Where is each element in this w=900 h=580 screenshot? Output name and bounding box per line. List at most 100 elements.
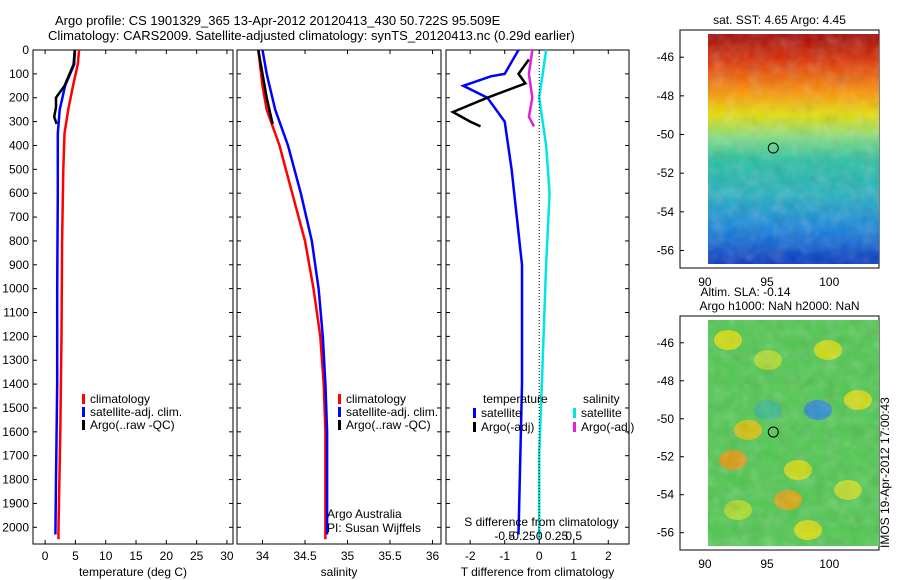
salinity-panel: 34 34.5 35 35.5 36 salinity climatologysatelli…: [236, 49, 442, 579]
difference-xtick-label: 2: [605, 549, 612, 563]
sla_map-xtick-label: 90: [698, 557, 712, 571]
salinity-xtick-label: 35.5: [378, 549, 402, 563]
salinity-xtick-label: 35: [341, 549, 355, 563]
figure-subtitle: Climatology: CARS2009. Satellite-adjuste…: [48, 28, 575, 43]
sla_map-ytick-label: -56: [657, 526, 675, 540]
sla_map-ytick-label: -50: [657, 412, 675, 426]
temperature-ytick-label: 2000: [2, 520, 29, 534]
sst_map-title: sat. SST: 4.65 Argo: 4.45: [713, 13, 846, 27]
difference-series-satellite: [460, 49, 524, 535]
temperature-ytick-label: 1200: [2, 329, 29, 343]
temperature-ytick-label: 100: [9, 67, 29, 81]
figure-title: Argo profile: CS 1901329_365 13-Apr-2012…: [55, 13, 501, 28]
temperature-legend-swatch: [82, 420, 85, 430]
temperature-legend-label: climatology: [90, 392, 150, 406]
temperature-ytick-label: 1500: [2, 401, 29, 415]
salinity-frame: [236, 49, 442, 545]
temperature-ytick-label: 200: [9, 91, 29, 105]
sla_map-ytick-label: -54: [657, 488, 675, 502]
difference-legend-swatch: [473, 422, 476, 432]
salinity-xtick-label: 34: [256, 549, 270, 563]
temperature-ytick-label: 1300: [2, 353, 29, 367]
salinity-annotation: Argo Australia: [327, 507, 402, 521]
salinity-xlabel: salinity: [321, 565, 358, 579]
sst_map-ytick-label: -48: [657, 89, 675, 103]
temperature-legend-label: Argo(..raw -QC): [90, 418, 175, 432]
difference-xlabel: T difference from climatology: [461, 565, 615, 579]
temperature-xtick-label: 25: [190, 549, 204, 563]
salinity-series-climatology: [257, 49, 327, 540]
difference-panel: -2 -1 0 1 2 T difference from climatology -0.5…: [445, 49, 634, 579]
difference-series-argoadj: [527, 49, 536, 127]
temperature-xlabel: temperature (deg C): [79, 565, 187, 579]
sst_map-panel: -46 -48 -50 -52 -54 -56 90 95 100 sat. SST: 4.65 …: [657, 13, 880, 289]
temperature-ytick-label: 800: [9, 234, 29, 248]
difference-legend-label: satellite: [581, 406, 622, 420]
temperature-ytick-label: 0: [22, 43, 29, 57]
temperature-ytick-label: 700: [9, 210, 29, 224]
sla_map-xtick-label: 95: [760, 557, 774, 571]
sla_map-title: Altim. SLA: -0.14: [700, 285, 790, 299]
difference-legend-label: Argo(-adj): [481, 420, 534, 434]
difference-top-tick-label: 0.25: [545, 529, 569, 543]
sst_map-field-texture: [708, 34, 879, 264]
temperature-ytick-label: 1800: [2, 473, 29, 487]
temperature-ytick-label: 1100: [3, 306, 29, 320]
difference-top-tick-label: 0: [536, 529, 543, 543]
difference-legend-title: salinity: [583, 392, 620, 406]
temperature-ytick-label: 1600: [2, 425, 29, 439]
difference-legend-swatch: [573, 422, 576, 432]
temperature-legend-swatch: [82, 407, 85, 417]
sla_map-profile-marker: [767, 426, 779, 438]
temperature-ytick-label: 900: [9, 258, 29, 272]
difference-frame: [445, 49, 630, 545]
difference-xtick-label: 0: [536, 549, 543, 563]
sst_map-xtick-label: 100: [819, 275, 839, 289]
temperature-ytick-label: 1900: [2, 496, 29, 510]
sla_map-ytick-label: -52: [657, 450, 675, 464]
temperature-ytick-label: 1400: [2, 377, 29, 391]
sla_map-ytick-label: -46: [657, 336, 675, 350]
sla_map-ytick-label: -48: [657, 374, 675, 388]
sst_map-ytick-label: -50: [657, 128, 675, 142]
temperature-series-climatology: [57, 49, 81, 540]
difference-series-argoadj: [450, 58, 530, 128]
sla_map-xtick-label: 100: [819, 557, 839, 571]
sla_map-subtitle: Argo h1000: NaN h2000: NaN: [699, 299, 859, 313]
salinity-legend-label: climatology: [346, 392, 406, 406]
temperature-ytick-label: 300: [9, 115, 29, 129]
difference-legend-title: temperature: [483, 392, 548, 406]
sst_map-ytick-label: -52: [657, 166, 675, 180]
sst_map-xtick-label: 95: [760, 275, 774, 289]
temperature-legend-label: satellite-adj. clim.: [90, 405, 182, 419]
difference-top-tick-label: -0.5: [494, 529, 515, 543]
difference-xtick-label: -1: [499, 549, 510, 563]
difference-legend-label: Argo(-adj): [581, 420, 634, 434]
difference-legend-swatch: [473, 408, 476, 418]
difference-top-xlabel: S difference from climatology: [464, 515, 619, 529]
sst_map-ytick-label: -54: [657, 205, 675, 219]
salinity-legend-swatch: [338, 394, 341, 404]
salinity-series-satelliteadjclim: [261, 49, 329, 535]
sla_map-panel: -46 -48 -50 -52 -54 -56 90 95 100 Altim. SLA: -0.…: [657, 285, 880, 571]
salinity-xtick-label: 34.5: [293, 549, 317, 563]
temperature-xtick-label: 10: [99, 549, 113, 563]
salinity-xtick-label: 36: [426, 549, 440, 563]
salinity-legend-swatch: [338, 420, 341, 430]
temperature-legend-swatch: [82, 394, 85, 404]
temperature-ytick-label: 1000: [2, 282, 29, 296]
difference-legend-swatch: [573, 408, 576, 418]
difference-top-tick-label: 0.5: [565, 529, 582, 543]
sst_map-xtick-label: 90: [698, 275, 712, 289]
temperature-ytick-label: 1700: [2, 449, 29, 463]
sst_map-profile-marker: [767, 142, 779, 154]
difference-xtick-label: -2: [465, 549, 476, 563]
difference-legend-label: satellite: [481, 406, 522, 420]
temperature-ytick-label: 500: [9, 162, 29, 176]
difference-series-satellite: [537, 49, 551, 540]
temperature-xtick-label: 15: [129, 549, 143, 563]
difference-top-tick-label: -0.25: [508, 529, 536, 543]
temperature-series-argorawqc: [52, 49, 77, 125]
temperature-ytick-label: 600: [9, 186, 29, 200]
